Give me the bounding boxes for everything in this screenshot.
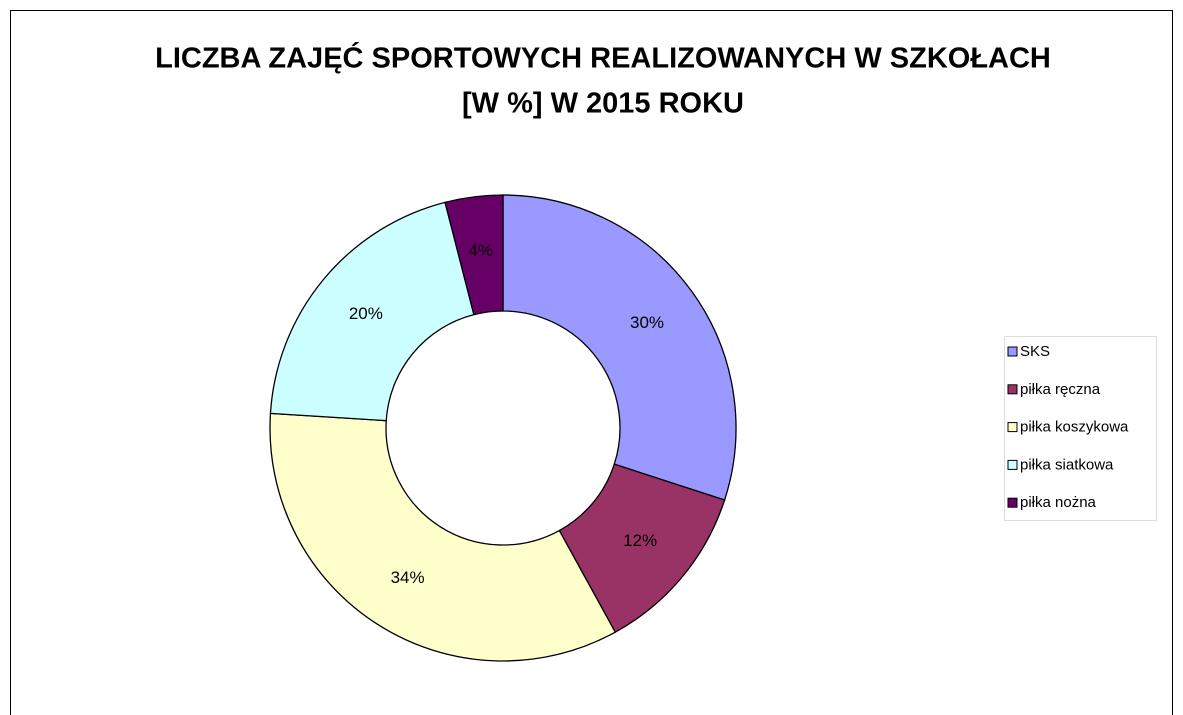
data-label: 30% bbox=[630, 313, 664, 332]
donut-segment bbox=[444, 194, 504, 316]
chart-title: LICZBA ZAJĘĆ SPORTOWYCH REALIZOWANYCH W … bbox=[155, 41, 1051, 75]
legend-swatch bbox=[1007, 384, 1018, 395]
donut-segment bbox=[502, 194, 737, 501]
legend-label: piłka ręczna bbox=[1020, 381, 1101, 398]
legend-label: piłka nożna bbox=[1020, 494, 1097, 511]
donut-segment bbox=[269, 412, 617, 662]
legend-swatch bbox=[1007, 346, 1018, 357]
legend-label: SKS bbox=[1020, 343, 1050, 360]
legend-swatch bbox=[1007, 459, 1018, 470]
legend-swatch bbox=[1007, 422, 1018, 433]
chart-title: [W %] W 2015 ROKU bbox=[462, 88, 744, 120]
donut-segment bbox=[269, 201, 475, 422]
legend-swatch bbox=[1007, 497, 1018, 508]
data-label: 20% bbox=[349, 304, 383, 323]
data-label: 34% bbox=[391, 568, 425, 587]
chart-border bbox=[10, 10, 1173, 715]
legend-label: piłka koszykowa bbox=[1020, 419, 1129, 436]
data-label: 12% bbox=[623, 531, 657, 550]
data-label: 4% bbox=[468, 241, 493, 260]
legend-label: piłka siatkowa bbox=[1020, 456, 1114, 473]
legend-box bbox=[1004, 336, 1157, 521]
